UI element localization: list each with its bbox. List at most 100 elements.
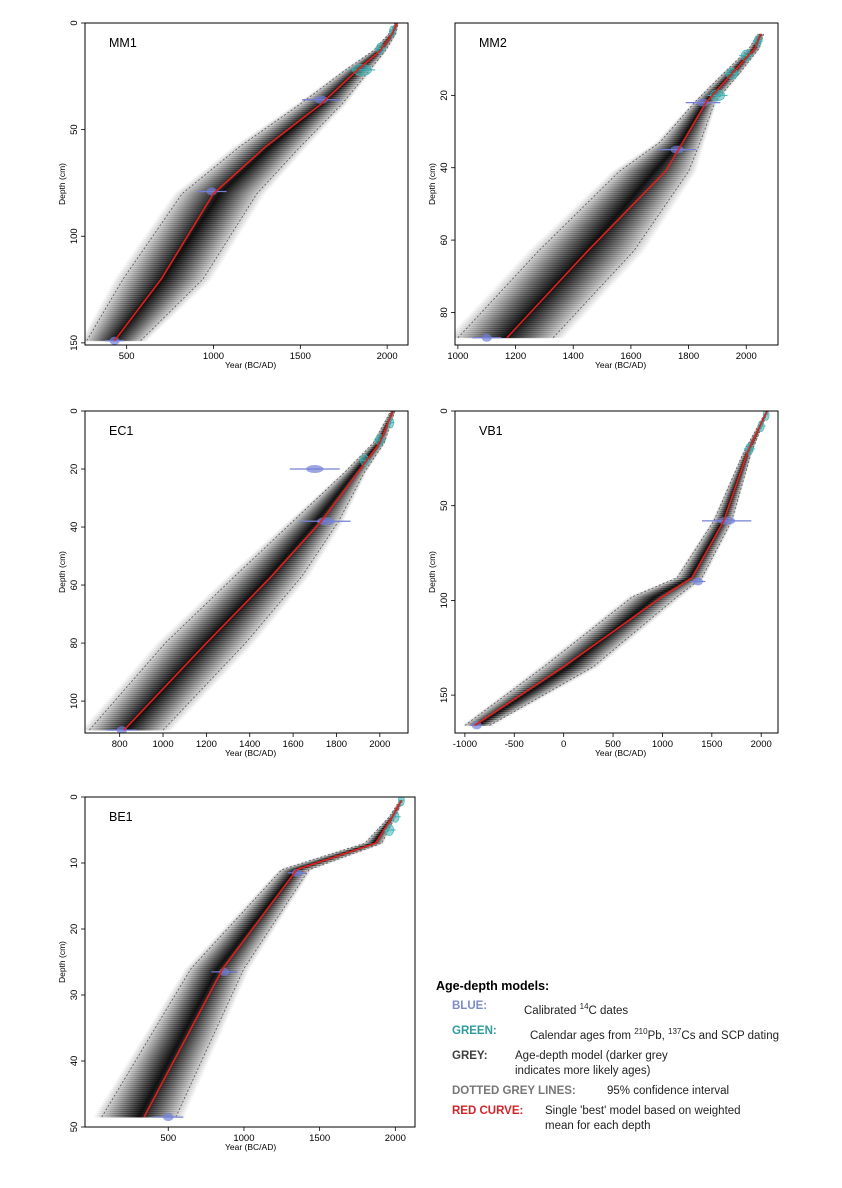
uncertainty-strip: [526, 674, 584, 677]
uncertainty-strip: [470, 311, 589, 314]
uncertainty-strip: [199, 171, 285, 175]
uncertainty-strip: [498, 695, 545, 699]
x-tick-label: 0: [561, 739, 566, 750]
panel-mm1: 500 1000 1500 2000 0 50 100 150 Year (BC/AD) Dept…: [57, 20, 409, 370]
uncertainty-strip: [132, 1051, 214, 1055]
uncertainty-strip: [109, 285, 205, 288]
x-axis-label: Year (BC/AD): [595, 748, 646, 758]
uncertainty-strip: [161, 1004, 235, 1007]
uncertainty-strip: [214, 586, 301, 589]
uncertainty-strip: [680, 113, 714, 116]
uncertainty-strip: [93, 714, 187, 717]
y-tick-label: 50: [69, 1122, 80, 1133]
uncertainty-strip: [255, 130, 322, 133]
uncertainty-strip: [477, 303, 596, 306]
uncertainty-strip: [123, 263, 222, 266]
uncertainty-strip: [229, 148, 306, 151]
ci-upper-line: [140, 23, 399, 341]
uncertainty-strip: [163, 634, 262, 637]
uncertainty-strip: [193, 606, 285, 609]
uncertainty-strip: [238, 911, 286, 914]
y-tick-label: 0: [69, 20, 80, 25]
legend-desc-green-1: Calendar ages from: [530, 1029, 635, 1042]
uncertainty-strip: [168, 199, 262, 203]
uncertainty-strip: [677, 117, 713, 120]
uncertainty-strip: [681, 566, 711, 569]
uncertainty-strip: [201, 169, 287, 173]
uncertainty-strip: [674, 576, 706, 579]
uncertainty-strip: [532, 244, 649, 247]
uncertainty-strip: [372, 831, 389, 835]
uncertainty-strip: [216, 584, 303, 587]
uncertainty-strip: [251, 552, 324, 555]
uncertainty-strip: [590, 189, 685, 192]
uncertainty-strip: [255, 893, 297, 896]
y-tick-label: 0: [69, 408, 80, 413]
x-tick-label: -1000: [453, 739, 477, 750]
y-axis-label: Depth (cm): [57, 551, 67, 593]
x-axis-label: Year (BC/AD): [595, 360, 646, 370]
uncertainty-strip: [230, 919, 281, 922]
x-tick-label: 1000: [447, 351, 468, 362]
uncertainty-strip: [503, 275, 622, 278]
uncertainty-strip: [214, 160, 295, 163]
uncertainty-strip: [311, 498, 355, 502]
legend: Age-depth models: BLUE: Calibrated 14C d…: [436, 979, 836, 1139]
best-model-curve: [143, 799, 403, 1118]
panel-title: VB1: [479, 424, 503, 438]
uncertainty-strip: [685, 560, 714, 563]
uncertainty-strip: [148, 1026, 225, 1029]
uncertainty-strip: [115, 1079, 201, 1082]
uncertainty-strip: [91, 716, 185, 719]
y-tick-label: 0: [69, 794, 80, 799]
uncertainty-strip: [677, 572, 708, 575]
panel-frame: [84, 796, 416, 1128]
uncertainty-strip: [481, 709, 520, 713]
uncertainty-strip: [690, 552, 718, 555]
uncertainty-strip: [157, 215, 252, 219]
uncertainty-strip: [546, 231, 658, 234]
uncertainty-strip: [500, 278, 619, 282]
y-tick-label: 150: [69, 335, 80, 351]
uncertainty-strip: [174, 624, 270, 627]
uncertainty-strip: [486, 705, 527, 709]
uncertainty-strip: [102, 299, 191, 302]
uncertainty-strip: [206, 944, 265, 948]
uncertainty-strip: [115, 275, 215, 278]
uncertainty-strip: [199, 600, 290, 603]
uncertainty-strip: [597, 619, 655, 622]
uncertainty-strip: [507, 271, 626, 274]
uncertainty-strip: [584, 195, 681, 198]
legend-sup-137: 137: [668, 1026, 682, 1036]
uncertainty-strip: [130, 253, 228, 256]
uncertainty-strip: [104, 295, 195, 298]
uncertainty-strip: [686, 558, 715, 561]
uncertainty-strip: [260, 887, 301, 890]
uncertainty-strip: [682, 111, 714, 115]
legend-row-red: RED CURVE: Single 'best' model based on …: [452, 1104, 836, 1134]
legend-key-dotted: DOTTED GREY LINES:: [452, 1084, 576, 1097]
uncertainty-strip: [482, 297, 601, 301]
uncertainty-strip: [206, 594, 295, 597]
uncertainty-strip: [516, 682, 570, 685]
uncertainty-strip: [120, 1071, 205, 1074]
y-tick-label: 30: [69, 990, 80, 1001]
panel-frame: [84, 410, 409, 734]
uncertainty-strip: [461, 320, 580, 323]
legend-key-blue: BLUE:: [452, 1000, 488, 1012]
uncertainty-strip: [687, 556, 716, 559]
uncertainty-strip: [473, 307, 592, 310]
uncertainty-strip: [206, 165, 290, 169]
uncertainty-strip: [514, 684, 566, 687]
uncertainty-strip: [252, 132, 321, 135]
uncertainty-strip: [109, 1089, 197, 1092]
uncertainty-strip: [531, 670, 591, 673]
uncertainty-strip: [695, 98, 720, 101]
uncertainty-strip: [168, 994, 239, 997]
uncertainty-strip: [249, 899, 294, 902]
uncertainty-strip: [150, 225, 246, 228]
uncertainty-strip: [687, 106, 716, 109]
uncertainty-strip: [659, 136, 707, 139]
x-axis-label: Year (BC/AD): [225, 748, 276, 758]
uncertainty-strip: [701, 534, 727, 538]
